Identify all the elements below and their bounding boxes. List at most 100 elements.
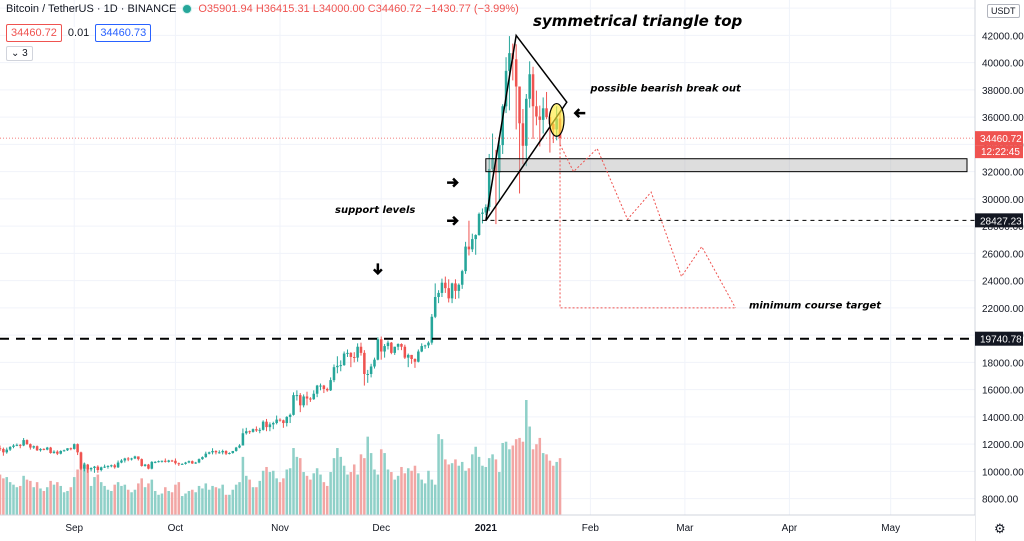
volume-bar bbox=[373, 469, 376, 515]
volume-bar bbox=[379, 449, 383, 515]
candle-body bbox=[420, 346, 423, 352]
candle-body bbox=[22, 440, 25, 446]
volume-bar bbox=[268, 472, 272, 515]
price-label-box bbox=[975, 213, 1023, 228]
x-tick-label: May bbox=[881, 523, 900, 534]
volume-bar bbox=[329, 472, 332, 515]
indicators-toggle[interactable]: ⌄ 3 bbox=[6, 46, 33, 61]
volume-bar bbox=[494, 459, 498, 515]
y-tick-label: 38000.00 bbox=[982, 86, 1024, 97]
volume-bar bbox=[420, 479, 423, 515]
candle-body bbox=[450, 283, 454, 299]
gear-icon[interactable]: ⚙ bbox=[994, 521, 1006, 536]
volume-bar bbox=[123, 484, 127, 515]
arrow-right-icon bbox=[447, 177, 459, 188]
volume-bar bbox=[535, 444, 538, 515]
candlestick-series[interactable] bbox=[0, 36, 562, 473]
symbol-title[interactable]: Bitcoin / TetherUS · 1D · BINANCE bbox=[6, 3, 177, 15]
candle-body bbox=[359, 346, 363, 353]
spread-value: 0.01 bbox=[67, 27, 90, 39]
candle-body bbox=[454, 283, 457, 291]
volume-bar bbox=[278, 482, 282, 515]
candle-body bbox=[491, 158, 494, 169]
candle-body bbox=[393, 346, 396, 353]
candle-body bbox=[59, 450, 62, 454]
candle-body bbox=[137, 456, 140, 460]
volume-bar bbox=[126, 489, 130, 515]
volume-bar bbox=[471, 454, 474, 515]
candle-body bbox=[194, 462, 197, 464]
volume-bar bbox=[167, 490, 170, 515]
candle-body bbox=[116, 462, 120, 468]
candle-body bbox=[477, 213, 481, 236]
volume-bar bbox=[174, 484, 177, 515]
candle-body bbox=[86, 464, 89, 470]
volume-bar bbox=[525, 400, 528, 515]
volume-bar bbox=[295, 456, 299, 515]
volume-bar bbox=[245, 475, 248, 515]
candle-body bbox=[96, 466, 100, 471]
currency-label[interactable]: USDT bbox=[987, 4, 1020, 18]
volume-bar bbox=[366, 436, 369, 515]
annotation-support: support levels bbox=[335, 205, 415, 216]
candle-body bbox=[261, 421, 265, 430]
candle-body bbox=[366, 373, 369, 375]
volume-bar bbox=[0, 474, 2, 515]
candle-body bbox=[379, 339, 383, 352]
candle-body bbox=[180, 463, 184, 465]
candle-body bbox=[272, 423, 275, 425]
volume-bar bbox=[25, 479, 29, 515]
volume-bar bbox=[261, 470, 265, 515]
volume-bar bbox=[29, 480, 32, 515]
candle-body bbox=[423, 345, 427, 347]
volume-bar bbox=[2, 478, 5, 515]
volume-bar bbox=[42, 490, 46, 515]
price-axis[interactable]: 8000.00 10000.00 12000.00 14000.00 16000.00 1… bbox=[974, 0, 1024, 541]
volume-bar bbox=[282, 478, 285, 515]
chevron-down-icon: ⌄ bbox=[11, 48, 20, 59]
volume-bar bbox=[184, 493, 187, 515]
candle-body bbox=[160, 460, 164, 462]
volume-bar bbox=[272, 470, 275, 515]
volume-bar bbox=[224, 494, 228, 515]
volume-bar bbox=[96, 474, 100, 515]
candle-body bbox=[69, 448, 73, 450]
candle-body bbox=[481, 212, 484, 214]
candle-body bbox=[150, 461, 154, 469]
candle-body bbox=[207, 452, 211, 454]
volume-bar bbox=[302, 472, 305, 515]
y-tick-label: 10000.00 bbox=[982, 467, 1024, 478]
candle-body bbox=[501, 106, 504, 146]
volume-bar bbox=[464, 470, 467, 515]
volume-bar bbox=[396, 475, 400, 515]
time-axis[interactable]: Sep Oct Nov Dec 2021 Feb Mar Apr May bbox=[0, 514, 975, 541]
y-tick-label: 16000.00 bbox=[982, 386, 1024, 397]
volume-bar bbox=[487, 458, 491, 515]
candle-body bbox=[474, 235, 477, 240]
buy-price[interactable]: 34460.73 bbox=[95, 24, 152, 42]
candle-body bbox=[170, 460, 174, 462]
volume-bar bbox=[275, 478, 278, 515]
volume-bar bbox=[86, 468, 89, 515]
candle-body bbox=[464, 246, 467, 272]
volume-bar bbox=[454, 459, 457, 515]
sell-price[interactable]: 34460.72 bbox=[6, 24, 62, 42]
candle-body bbox=[62, 450, 66, 452]
x-tick-label: Dec bbox=[372, 523, 390, 534]
candle-body bbox=[174, 460, 177, 464]
volume-bar bbox=[518, 437, 521, 515]
candle-body bbox=[484, 207, 488, 213]
candle-body bbox=[241, 433, 245, 446]
volume-bar bbox=[197, 485, 201, 515]
candle-body bbox=[447, 288, 450, 299]
volume-bar bbox=[228, 494, 231, 515]
candle-body bbox=[285, 416, 289, 424]
indicator-count: 3 bbox=[22, 48, 28, 59]
candle-body bbox=[255, 429, 258, 431]
candle-body bbox=[427, 342, 430, 346]
candle-body bbox=[363, 352, 366, 374]
volume-bar bbox=[400, 466, 403, 515]
volume-bar bbox=[528, 426, 531, 515]
candle-body bbox=[89, 467, 93, 470]
